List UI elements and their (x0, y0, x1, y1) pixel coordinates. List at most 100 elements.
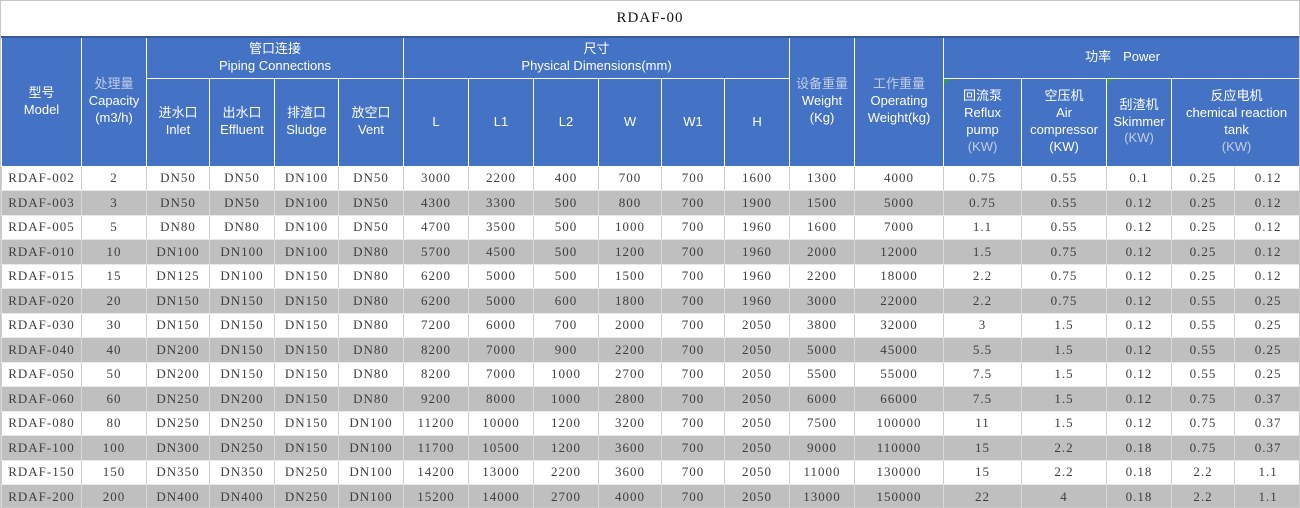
header-model-en: Model (23, 101, 60, 117)
cell-operating-weight: 110000 (854, 435, 945, 461)
cell-reaction-tank-1: 0.25 (1171, 190, 1236, 216)
header-weight-zh: 设备重量 (796, 76, 849, 92)
cell-L2: 1200 (533, 435, 600, 461)
cell-vent: DN100 (337, 411, 405, 436)
header-capacity-en: Capacity (88, 93, 140, 109)
cell-model: RDAF-002 (1, 166, 82, 191)
cell-L: 4300 (403, 190, 470, 216)
cell-L2: 500 (533, 190, 600, 216)
cell-weight: 5000 (789, 337, 856, 363)
table-row: RDAF-080 80 DN250 DN250 DN150 DN100 11200 10000… (1, 411, 1299, 436)
cell-operating-weight: 4000 (854, 166, 945, 191)
header-sludge-zh: 排渣口 (286, 105, 326, 121)
cell-H: 2050 (724, 484, 791, 507)
cell-reaction-tank-1: 0.25 (1171, 264, 1236, 289)
header-reflux-pump: 回流泵 Reflux pump (KW) (943, 77, 1023, 167)
cell-H: 2050 (724, 337, 791, 363)
cell-capacity: 80 (81, 411, 147, 436)
cell-H: 2050 (724, 460, 791, 485)
cell-vent: DN100 (337, 460, 405, 485)
cell-sludge: DN250 (274, 460, 339, 485)
cell-L2: 700 (533, 313, 600, 338)
cell-L2: 2200 (533, 460, 600, 485)
cell-H: 2050 (724, 362, 791, 387)
cell-L1: 5000 (468, 264, 535, 289)
cell-skimmer: 0.12 (1106, 313, 1173, 338)
cell-W: 2700 (598, 362, 663, 387)
cell-L2: 500 (533, 264, 600, 289)
table-row: RDAF-015 15 DN125 DN100 DN150 DN80 6200 5000 500… (1, 264, 1299, 289)
table-row: RDAF-200 200 DN400 DN400 DN250 DN100 15200 1400… (1, 484, 1299, 507)
cell-skimmer: 0.12 (1106, 386, 1173, 412)
cell-L: 8200 (403, 362, 470, 387)
cell-sludge: DN150 (274, 264, 339, 289)
cell-weight: 3000 (789, 288, 856, 314)
table-row: RDAF-050 50 DN200 DN150 DN150 DN80 8200 7000 100… (1, 362, 1299, 387)
cell-capacity: 40 (81, 337, 147, 363)
cell-effluent: DN100 (209, 264, 275, 289)
cell-sludge: DN150 (274, 313, 339, 338)
cell-effluent: DN150 (209, 362, 275, 387)
cell-air-compressor: 1.5 (1021, 411, 1108, 436)
cell-W: 1000 (598, 215, 663, 240)
cell-inlet: DN50 (146, 166, 210, 191)
header-model: 型号 Model (1, 36, 82, 167)
cell-W1: 700 (661, 435, 726, 461)
cell-effluent: DN50 (209, 166, 275, 191)
cell-operating-weight: 100000 (854, 411, 945, 436)
cell-operating-weight: 5000 (854, 190, 945, 216)
header-air-compressor-zh: 空压机 (1044, 88, 1084, 104)
cell-model: RDAF-003 (1, 190, 82, 216)
cell-W1: 700 (661, 215, 726, 240)
cell-capacity: 10 (81, 239, 147, 265)
cell-vent: DN80 (337, 337, 405, 363)
cell-operating-weight: 150000 (854, 484, 945, 507)
cell-L2: 500 (533, 215, 600, 240)
cell-skimmer: 0.12 (1106, 239, 1173, 265)
cell-L: 8200 (403, 337, 470, 363)
cell-capacity: 30 (81, 313, 147, 338)
table-row: RDAF-020 20 DN150 DN150 DN150 DN80 6200 5000 600… (1, 288, 1299, 314)
header-reflux-pump-en: Reflux pump (964, 105, 1001, 137)
cell-vent: DN80 (337, 239, 405, 265)
cell-reaction-tank-2: 0.12 (1234, 239, 1299, 265)
header-piping-en: Piping Connections (219, 57, 332, 73)
cell-operating-weight: 18000 (854, 264, 945, 289)
cell-weight: 3800 (789, 313, 856, 338)
cell-L: 9200 (403, 386, 470, 412)
cell-capacity: 50 (81, 362, 147, 387)
cell-L2: 600 (533, 288, 600, 314)
header-operating-weight-zh: 工作重量 (873, 76, 926, 92)
cell-reaction-tank-1: 0.75 (1171, 411, 1236, 436)
cell-W1: 700 (661, 239, 726, 265)
cell-capacity: 15 (81, 264, 147, 289)
cell-model: RDAF-080 (1, 411, 82, 436)
cell-W: 2200 (598, 337, 663, 363)
cell-L2: 1200 (533, 411, 600, 436)
header-reaction-tank: 反应电机 chemical reaction tank (KW) (1171, 77, 1299, 167)
table-row: RDAF-040 40 DN200 DN150 DN150 DN80 8200 7000 900… (1, 337, 1299, 363)
cell-H: 1960 (724, 215, 791, 240)
cell-inlet: DN50 (146, 190, 210, 216)
cell-reaction-tank-2: 0.12 (1234, 190, 1299, 216)
cell-L2: 1000 (533, 362, 600, 387)
cell-vent: DN50 (337, 215, 405, 240)
cell-L: 3000 (403, 166, 470, 191)
header-reaction-tank-zh: 反应电机 (1210, 88, 1263, 104)
cell-reflux-pump: 11 (943, 411, 1023, 436)
cell-inlet: DN150 (146, 288, 210, 314)
cell-effluent: DN150 (209, 313, 275, 338)
cell-W1: 700 (661, 460, 726, 485)
cell-reaction-tank-1: 2.2 (1171, 484, 1236, 507)
cell-vent: DN80 (337, 288, 405, 314)
cell-L1: 7000 (468, 362, 535, 387)
cell-reaction-tank-1: 0.75 (1171, 435, 1236, 461)
header-model-zh: 型号 (28, 84, 55, 100)
header-power-en: Power (1123, 49, 1160, 65)
cell-vent: DN80 (337, 362, 405, 387)
cell-W1: 700 (661, 166, 726, 191)
cell-H: 2050 (724, 313, 791, 338)
cell-L: 6200 (403, 288, 470, 314)
table-body: RDAF-002 2 DN50 DN50 DN100 DN50 3000 2200 400 700… (1, 166, 1299, 507)
table-header: 型号 Model 处理量 Capacity (m3/h) 管口连接 Piping… (1, 36, 1299, 167)
